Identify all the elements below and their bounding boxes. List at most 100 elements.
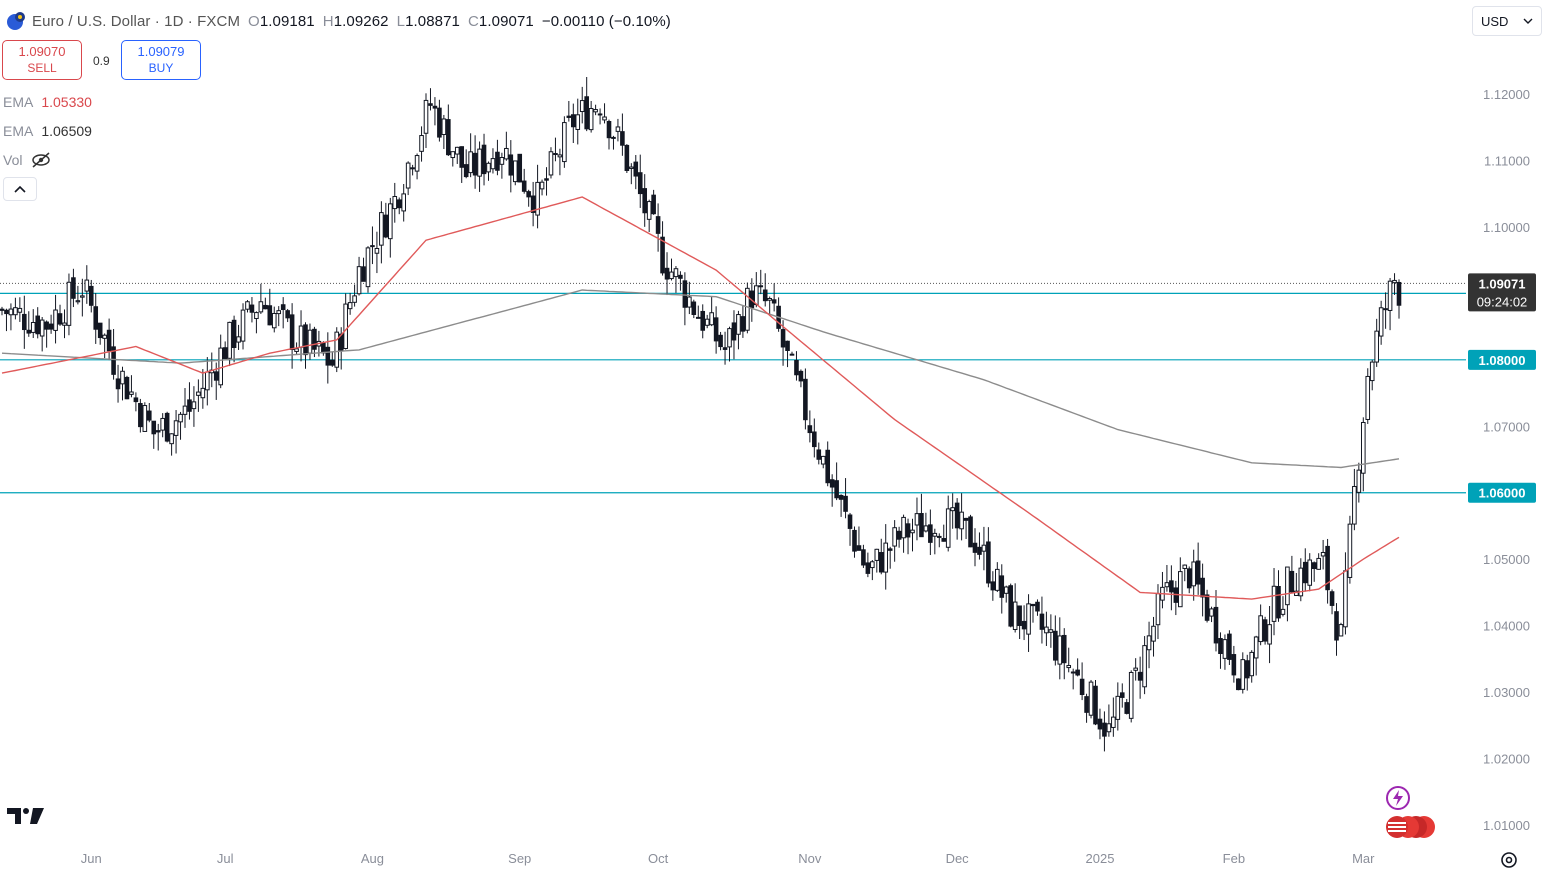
- candle-body: [490, 158, 496, 170]
- candle-body: [1186, 568, 1192, 589]
- symbol-legend: Euro / U.S. Dollar · 1D · FXCM O 1.09181 …: [6, 10, 671, 32]
- ema-fast-legend[interactable]: EMA 1.05330: [3, 94, 92, 110]
- candle-body: [263, 304, 268, 310]
- candle-body: [428, 103, 433, 106]
- candle-body: [557, 154, 563, 158]
- candle-body: [709, 312, 714, 326]
- candle-body: [521, 180, 527, 192]
- symbol-name[interactable]: Euro / U.S. Dollar · 1D · FXCM: [32, 12, 241, 30]
- candle-body: [347, 302, 353, 310]
- ema-slow-line: [1, 289, 1400, 469]
- volume-legend[interactable]: Vol: [3, 152, 52, 168]
- candle-body: [963, 517, 969, 521]
- sell-price: 1.09070: [18, 44, 66, 59]
- candle-body: [660, 236, 665, 274]
- candle-body: [972, 542, 978, 553]
- collapse-legend-button[interactable]: [3, 177, 37, 201]
- candle-body: [651, 194, 656, 215]
- settings-icon[interactable]: [1498, 849, 1520, 871]
- candle-body: [388, 203, 393, 240]
- candle-body: [472, 152, 478, 176]
- open-value: 1.09181: [259, 12, 315, 30]
- candle-body: [901, 516, 906, 539]
- candle-body: [954, 502, 960, 529]
- candle-body: [62, 322, 67, 326]
- candle-body: [383, 214, 389, 238]
- candle-body: [1088, 681, 1094, 716]
- candle-body: [1396, 281, 1402, 306]
- candle-body: [1128, 671, 1134, 719]
- candle-body: [80, 295, 85, 298]
- candle-body: [396, 199, 402, 209]
- candle-body: [673, 268, 679, 278]
- candle-body: [1182, 564, 1188, 569]
- candle-body: [825, 449, 831, 484]
- lightning-icon[interactable]: [1384, 784, 1412, 812]
- candle-body: [1213, 606, 1219, 644]
- candle-body: [1048, 629, 1054, 633]
- candle-body: [1030, 603, 1036, 607]
- candle-body: [762, 289, 768, 302]
- tradingview-logo[interactable]: [7, 805, 45, 827]
- candle-body: [905, 523, 911, 538]
- candle-body: [1316, 557, 1321, 570]
- candle-body: [178, 413, 183, 423]
- level-label: 1.08000: [1479, 353, 1526, 368]
- ema-slow-legend[interactable]: EMA 1.06509: [3, 123, 92, 139]
- candle-body: [562, 122, 567, 163]
- candle-body: [459, 146, 465, 168]
- candle-body: [133, 397, 139, 403]
- candle-body: [4, 309, 9, 315]
- x-tick-label: Aug: [361, 851, 384, 866]
- candle-body: [1137, 671, 1143, 681]
- candle-body: [1244, 660, 1250, 679]
- candle-body: [829, 479, 835, 488]
- y-tick-label: 1.10000: [1483, 220, 1530, 235]
- candle-body: [486, 162, 491, 173]
- candle-body: [722, 347, 728, 350]
- candle-body: [1343, 570, 1348, 628]
- candle-body: [236, 336, 241, 343]
- candle-body: [432, 105, 438, 109]
- candle-body: [678, 274, 683, 279]
- candle-body: [1360, 421, 1366, 474]
- candle-body: [1240, 659, 1246, 690]
- economic-calendar-flag-icon[interactable]: [1384, 814, 1440, 840]
- candle-body: [146, 410, 152, 421]
- candle-body: [115, 378, 121, 390]
- candle-body: [1338, 624, 1344, 637]
- candle-body: [1070, 671, 1076, 674]
- candle-body: [249, 304, 255, 313]
- candle-body: [504, 147, 509, 160]
- candle-body: [1298, 567, 1304, 597]
- candle-body: [334, 331, 340, 368]
- candle-body: [883, 542, 889, 573]
- buy-button[interactable]: 1.09079 BUY: [121, 40, 201, 80]
- high-value: 1.09262: [333, 12, 389, 30]
- ema-slow-value: 1.06509: [41, 123, 92, 139]
- candle-body: [405, 162, 411, 189]
- candle-body: [539, 181, 545, 190]
- candle-body: [245, 301, 250, 310]
- y-tick-label: 1.01000: [1483, 818, 1530, 833]
- candle-body: [1012, 601, 1018, 630]
- x-tick-label: Jul: [217, 851, 234, 866]
- candle-body: [1124, 702, 1130, 714]
- candle-body: [1302, 561, 1308, 584]
- currency-select[interactable]: USD: [1472, 6, 1542, 36]
- candle-body: [986, 541, 991, 584]
- candle-body: [620, 131, 625, 146]
- candle-body: [687, 296, 692, 308]
- candle-body: [526, 191, 531, 198]
- candle-body: [370, 245, 375, 248]
- candle-body: [727, 328, 732, 348]
- candle-body: [142, 405, 148, 432]
- candle-body: [1352, 485, 1357, 525]
- candle-body: [919, 513, 924, 538]
- sell-button[interactable]: 1.09070 SELL: [2, 40, 82, 80]
- candle-body: [419, 135, 424, 152]
- eye-hidden-icon[interactable]: [30, 152, 52, 168]
- candle-body: [13, 307, 18, 316]
- candle-body: [423, 99, 429, 134]
